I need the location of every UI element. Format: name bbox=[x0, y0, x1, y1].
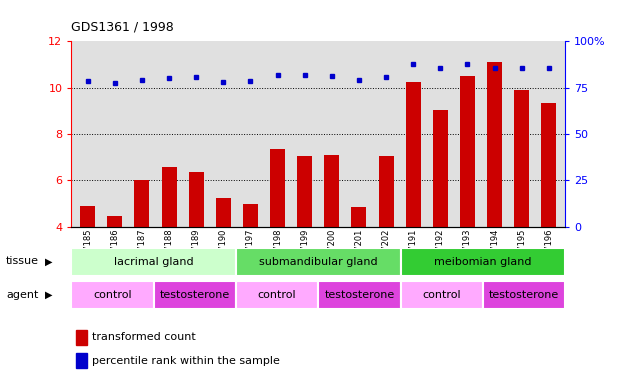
Bar bbox=[154, 281, 236, 309]
Bar bbox=[236, 248, 401, 276]
Bar bbox=[401, 281, 483, 309]
Bar bbox=[161, 166, 176, 227]
Bar bbox=[433, 110, 448, 227]
Bar bbox=[483, 281, 565, 309]
Bar bbox=[401, 248, 565, 276]
Text: GDS1361 / 1998: GDS1361 / 1998 bbox=[71, 21, 174, 34]
Text: submandibular gland: submandibular gland bbox=[259, 256, 378, 267]
Text: tissue: tissue bbox=[6, 256, 39, 266]
Bar bbox=[107, 216, 122, 227]
Bar bbox=[216, 198, 231, 227]
Text: transformed count: transformed count bbox=[92, 332, 196, 342]
Text: testosterone: testosterone bbox=[489, 290, 559, 300]
Bar bbox=[76, 354, 87, 368]
Bar bbox=[351, 207, 366, 227]
Bar bbox=[270, 149, 285, 227]
Bar bbox=[135, 180, 150, 227]
Text: control: control bbox=[422, 290, 461, 300]
Text: agent: agent bbox=[6, 290, 39, 300]
Bar bbox=[189, 172, 204, 227]
Bar bbox=[514, 90, 529, 227]
Bar bbox=[297, 156, 312, 227]
Bar bbox=[406, 82, 420, 227]
Bar bbox=[76, 330, 87, 345]
Bar bbox=[243, 204, 258, 227]
Text: control: control bbox=[93, 290, 132, 300]
Text: testosterone: testosterone bbox=[160, 290, 230, 300]
Bar bbox=[80, 206, 95, 227]
Text: percentile rank within the sample: percentile rank within the sample bbox=[92, 356, 280, 366]
Text: ▶: ▶ bbox=[45, 290, 52, 300]
Text: ▶: ▶ bbox=[45, 256, 52, 266]
Bar bbox=[379, 156, 394, 227]
Text: meibomian gland: meibomian gland bbox=[434, 256, 532, 267]
Bar bbox=[542, 103, 556, 227]
Text: control: control bbox=[258, 290, 296, 300]
Text: lacrimal gland: lacrimal gland bbox=[114, 256, 194, 267]
Bar bbox=[318, 281, 401, 309]
Bar bbox=[71, 248, 236, 276]
Bar bbox=[487, 62, 502, 227]
Bar bbox=[71, 281, 154, 309]
Bar bbox=[236, 281, 319, 309]
Bar bbox=[460, 76, 475, 227]
Text: testosterone: testosterone bbox=[324, 290, 394, 300]
Bar bbox=[324, 155, 339, 227]
